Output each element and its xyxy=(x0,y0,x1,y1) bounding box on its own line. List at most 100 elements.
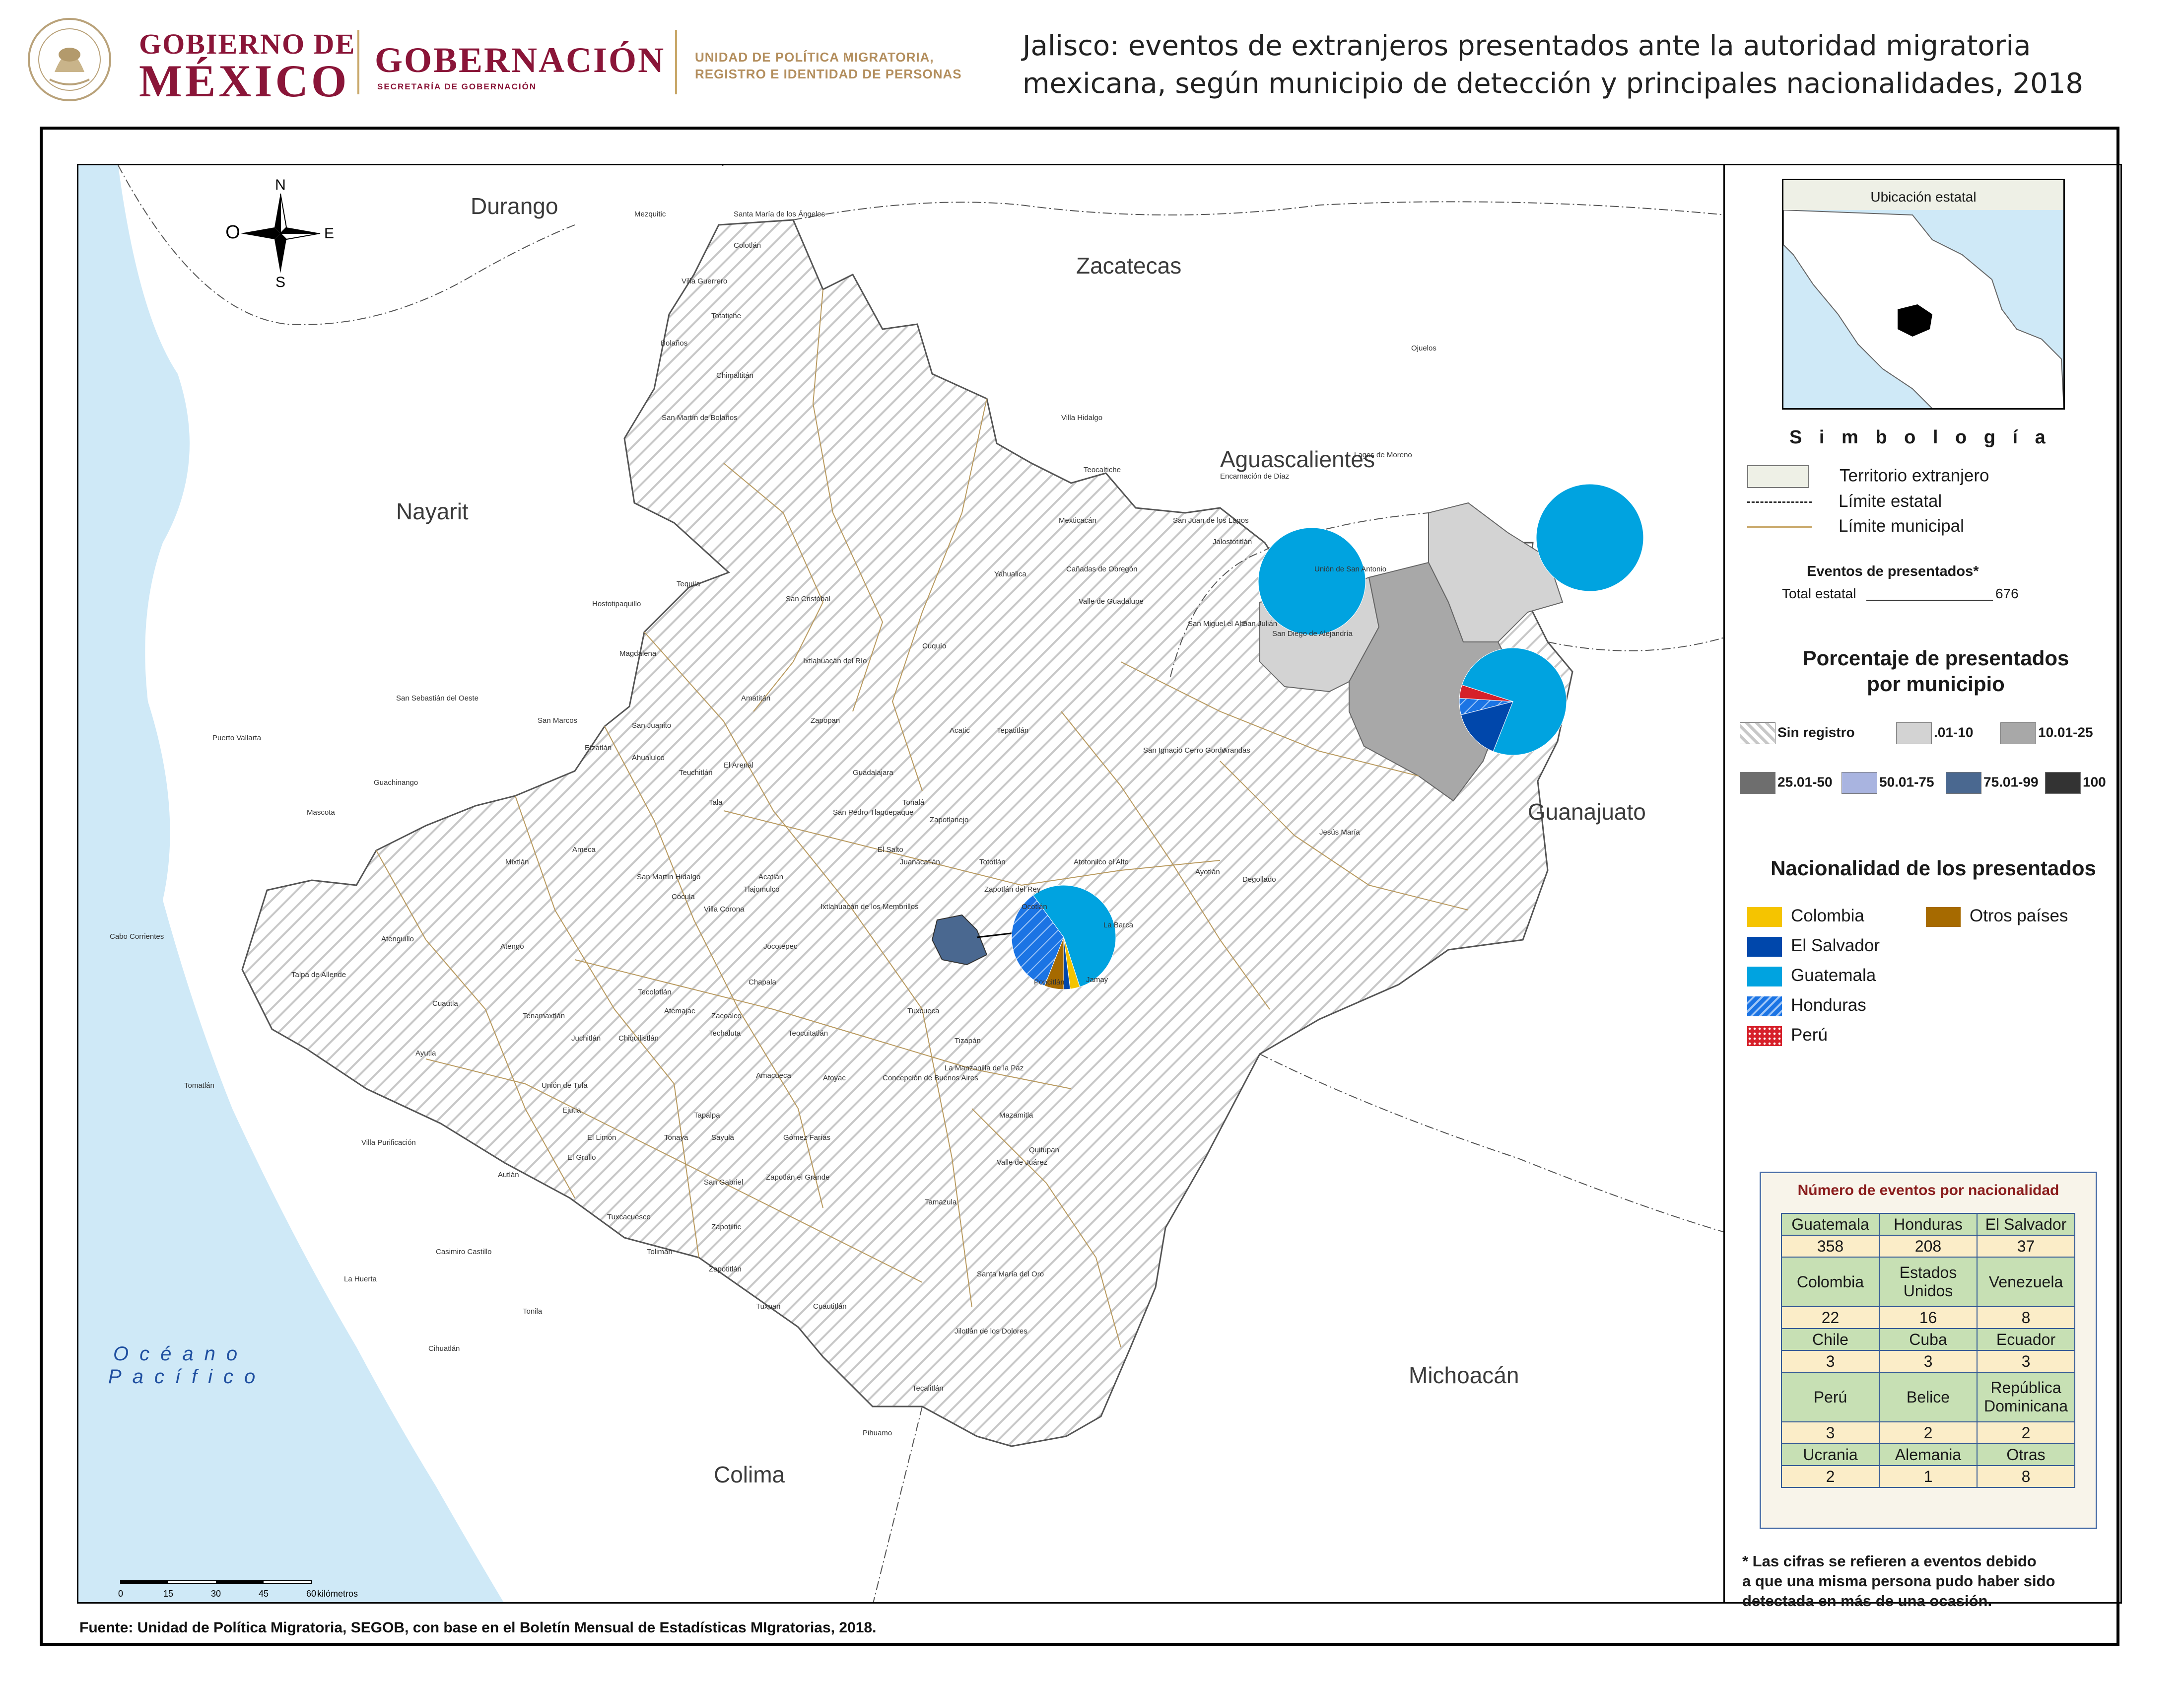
map-panel: Durango Zacatecas Nayarit Aguascalientes… xyxy=(77,164,1725,1604)
municipality-label: Guachinango xyxy=(374,778,418,787)
count-value-cell: 8 xyxy=(1977,1306,2075,1329)
municipality-label: San Martín Hidalgo xyxy=(637,873,701,881)
legend-territorio-label: Territorio extranjero xyxy=(1840,466,1989,486)
municipal-borders xyxy=(376,289,1469,1347)
municipality-label: Totatiche xyxy=(711,312,742,320)
pct-label: .01-10 xyxy=(1934,724,1974,740)
municipality-label: Acatlán xyxy=(758,873,784,881)
municipality-label: Encarnación de Díaz xyxy=(1220,472,1290,481)
nat-legend-colombia: Colombia xyxy=(1747,906,1864,927)
municipality-label: Zapotlanejo xyxy=(930,816,969,824)
pct-swatch xyxy=(1740,772,1775,794)
municipality-label: Amacueca xyxy=(756,1071,791,1080)
count-value-cell: 3 xyxy=(1879,1350,1978,1373)
municipality-label: Teocuitatlán xyxy=(788,1029,828,1038)
count-name-cell: Ecuador xyxy=(1977,1328,2075,1351)
pct-label: 10.01-25 xyxy=(2038,724,2093,740)
pct-title-line1: Porcentaje de presentados xyxy=(1802,646,2069,670)
municipality-label: Degollado xyxy=(1242,875,1276,884)
municipality-label: Magdalena xyxy=(619,649,657,658)
municipality-label: Tamazula xyxy=(925,1198,957,1206)
scale-tick: 0 xyxy=(118,1589,123,1599)
state-label-zacatecas: Zacatecas xyxy=(1076,253,1182,279)
municipality-label: Tonalá xyxy=(902,798,925,807)
municipality-label: Zacoalco xyxy=(711,1012,742,1020)
coat-of-arms-icon xyxy=(28,18,111,101)
municipality-label: San Julián xyxy=(1242,620,1278,628)
count-value-cell: 3 xyxy=(1781,1421,1880,1444)
pie-slice-ojuelos-guatemala xyxy=(1536,484,1644,592)
nat-legend-otros: Otros países xyxy=(1926,906,2068,927)
count-value-cell: 358 xyxy=(1781,1235,1880,1258)
counts-name-row: Ucrania Alemania Otras xyxy=(1781,1443,2075,1466)
legend-limite-estatal-label: Límite estatal xyxy=(1839,492,1942,511)
legend-panel xyxy=(1725,164,2122,1604)
municipality-label: Jilotlán de los Dolores xyxy=(955,1327,1027,1336)
legend-limite-municipal: Límite municipal xyxy=(1747,516,1964,536)
pct-class-5: 75.01-99 xyxy=(1946,772,2039,794)
municipality-label: Tequila xyxy=(677,580,700,588)
municipality-label: San Pedro Tlaquepaque xyxy=(833,808,914,817)
counts-name-row: Perú Belice República Dominicana xyxy=(1781,1372,2075,1422)
municipality-label: Jalostotitlán xyxy=(1213,538,1252,546)
municipality-label: Tuxcueca xyxy=(907,1007,940,1015)
secretaria-label: SECRETARÍA DE GOBERNACIÓN xyxy=(377,82,537,91)
pct-title: Porcentaje de presentados por municipio xyxy=(1767,645,2105,697)
municipality-label: San Ignacio Cerro Gordo xyxy=(1143,746,1226,755)
municipality-label: Autlán xyxy=(498,1171,519,1179)
nat-legend-guatemala: Guatemala xyxy=(1747,966,1876,986)
total-value: 676 xyxy=(1995,586,2019,601)
pct-label: 25.01-50 xyxy=(1777,774,1833,790)
pct-class-sin-registro: Sin registro xyxy=(1740,722,1855,744)
municipality-label: Zapotlán el Grande xyxy=(766,1173,830,1182)
municipality-label: Huejúcar xyxy=(709,165,739,166)
municipality-label: Puerto Vallarta xyxy=(212,734,262,742)
municipality-label: San Miguel el Alto xyxy=(1188,620,1248,628)
municipality-label: Chimaltitán xyxy=(716,371,754,380)
municipality-label: Jocotepec xyxy=(763,942,798,951)
pct-swatch xyxy=(2045,772,2081,794)
municipality-label: Villa Corona xyxy=(704,905,745,914)
pacific-ocean xyxy=(78,165,504,1602)
municipality-label: Acatic xyxy=(950,726,970,735)
municipality-label: Zapotlán del Rey xyxy=(984,885,1041,894)
state-label-guanajuato: Guanajuato xyxy=(1528,799,1646,825)
scale-tick: 45 xyxy=(259,1589,269,1599)
municipality-label: La Manzanilla de la Paz xyxy=(945,1064,1024,1072)
count-value-cell: 2 xyxy=(1977,1421,2075,1444)
counts-box: Número de eventos por nacionalidad Guate… xyxy=(1760,1172,2097,1529)
municipality-label: Tototlán xyxy=(979,858,1006,866)
count-value-cell: 208 xyxy=(1879,1235,1978,1258)
nat-label: Honduras xyxy=(1791,995,1866,1015)
municipality-label: Santa María de los Ángeles xyxy=(734,210,825,218)
municipality-label: Tomatlán xyxy=(184,1081,214,1090)
nat-label: El Salvador xyxy=(1791,936,1880,955)
total-label: Total estatal xyxy=(1782,586,1856,601)
pct-swatch xyxy=(1896,722,1932,744)
count-name-cell: Guatemala xyxy=(1781,1213,1880,1236)
municipality-label: Colotlán xyxy=(734,241,761,250)
count-name-cell: El Salvador xyxy=(1977,1213,2075,1236)
municipality-label: Chiquilistlán xyxy=(618,1034,659,1043)
municipality-label: Ameca xyxy=(572,845,596,854)
outer-frame xyxy=(40,127,2119,1646)
municipality-label: Jesús María xyxy=(1319,828,1360,837)
municipality-label: Pihuamo xyxy=(863,1429,892,1437)
municipality-label: Zapotitlán xyxy=(709,1265,742,1273)
municipality-label: Tonila xyxy=(523,1307,543,1316)
municipality-label: Etzatlán xyxy=(585,744,612,752)
scale-tick: 60 xyxy=(306,1589,316,1599)
count-value-cell: 22 xyxy=(1781,1306,1880,1329)
nat-swatch xyxy=(1747,996,1782,1016)
count-value-cell: 8 xyxy=(1977,1465,2075,1488)
municipality-label: San Diego de Alejandría xyxy=(1272,630,1353,638)
pct-label: 75.01-99 xyxy=(1983,774,2039,790)
nat-swatch xyxy=(1747,936,1782,957)
pct-class-2: 10.01-25 xyxy=(2000,722,2093,744)
page-title-line1: Jalisco: eventos de extranjeros presenta… xyxy=(1023,30,2031,62)
count-value-cell: 37 xyxy=(1977,1235,2075,1258)
municipality-label: Ahualulco xyxy=(632,754,665,762)
municipality-label: Arandas xyxy=(1223,746,1250,755)
municipality-label: Cuautitlán xyxy=(813,1302,847,1311)
unidad-line2: REGISTRO E IDENTIDAD DE PERSONAS xyxy=(695,67,962,81)
